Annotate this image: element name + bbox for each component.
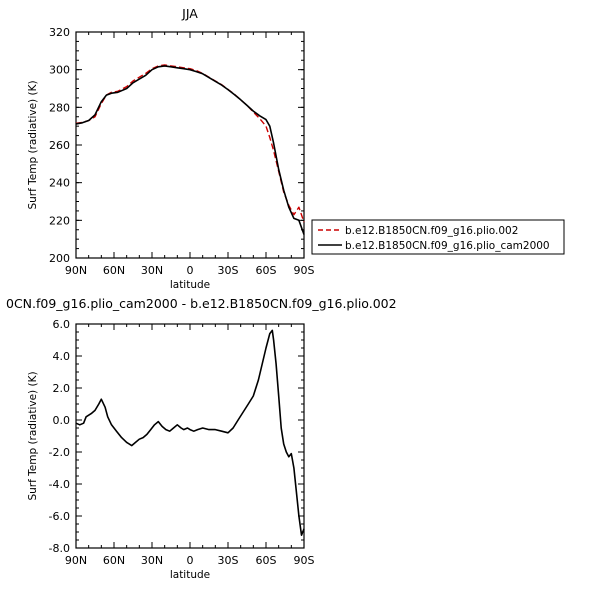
y-tick-label: 0.0: [53, 414, 71, 427]
series-line-0: [75, 64, 305, 223]
x-tick-label: 90S: [294, 264, 315, 277]
y-tick-label: -6.0: [49, 510, 70, 523]
x-tick-label: 30N: [141, 554, 163, 567]
x-tick-label: 60S: [256, 554, 277, 567]
y-tick-label: 6.0: [53, 318, 71, 331]
y-tick-label: 2.0: [53, 382, 71, 395]
series-line-1: [75, 65, 305, 235]
series-line-0: [75, 329, 305, 536]
y-tick-label: -2.0: [49, 446, 70, 459]
legend-box: [311, 219, 565, 255]
y-axis-label: Surf Temp (radiative) (K): [27, 371, 39, 500]
x-tick-label: 30S: [218, 264, 239, 277]
y-tick-label: 240: [49, 177, 70, 190]
y-tick-label: 320: [49, 26, 70, 39]
x-axis-label: latitude: [170, 279, 210, 291]
chart-title: 0CN.f09_g16.plio_cam2000 - b.e12.B1850CN…: [6, 296, 397, 311]
y-tick-label: 200: [49, 252, 70, 265]
legend-label: b.e12.B1850CN.f09_g16.plio.002: [345, 225, 518, 237]
y-tick-label: 4.0: [53, 350, 71, 363]
plot-frame: [75, 31, 305, 259]
y-tick-label: -8.0: [49, 542, 70, 555]
y-tick-label: -4.0: [49, 478, 70, 491]
x-tick-label: 60N: [103, 554, 125, 567]
chart-title: JJA: [181, 6, 198, 21]
y-tick-label: 300: [49, 64, 70, 77]
plot-frame: [75, 323, 305, 549]
y-tick-label: 220: [49, 214, 70, 227]
x-tick-label: 90S: [294, 554, 315, 567]
x-tick-label: 0: [187, 554, 194, 567]
y-tick-label: 260: [49, 139, 70, 152]
y-tick-label: 280: [49, 101, 70, 114]
x-tick-label: 0: [187, 264, 194, 277]
x-tick-label: 30N: [141, 264, 163, 277]
x-tick-label: 90N: [65, 554, 87, 567]
x-tick-label: 60S: [256, 264, 277, 277]
legend-label: b.e12.B1850CN.f09_g16.plio_cam2000: [345, 240, 550, 252]
y-axis-label: Surf Temp (radiative) (K): [27, 80, 39, 209]
x-tick-label: 60N: [103, 264, 125, 277]
x-axis-label: latitude: [170, 569, 210, 581]
x-tick-label: 90N: [65, 264, 87, 277]
x-tick-label: 30S: [218, 554, 239, 567]
